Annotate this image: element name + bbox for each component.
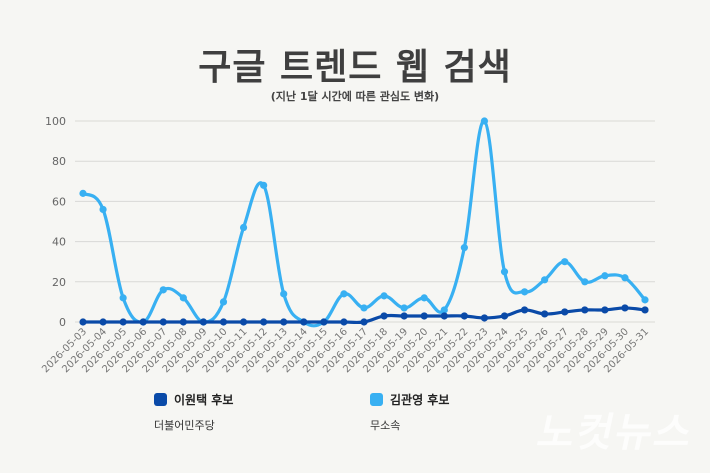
data-point-lee <box>119 318 127 326</box>
data-point-lee <box>199 318 208 326</box>
data-point-kim <box>159 286 167 294</box>
data-point-lee <box>641 306 649 314</box>
data-point-kim <box>601 272 609 280</box>
data-point-lee <box>500 312 509 320</box>
data-point-kim <box>440 306 448 314</box>
legend-party-kim: 무소속 <box>370 419 401 432</box>
data-point-lee <box>99 318 107 326</box>
data-point-kim <box>239 223 248 232</box>
data-point-kim <box>400 304 408 312</box>
data-point-kim <box>621 274 629 282</box>
data-point-lee <box>340 318 348 326</box>
data-point-lee <box>260 318 268 326</box>
data-point-lee <box>239 318 248 326</box>
legend-label-lee: 이원택 후보 <box>174 393 234 407</box>
data-point-kim <box>641 296 649 304</box>
data-point-kim <box>520 288 529 296</box>
chart-subtitle: (지난 1달 시간에 따른 관심도 변화) <box>270 90 440 103</box>
data-point-kim <box>219 298 228 306</box>
data-point-lee <box>541 310 549 318</box>
data-point-lee <box>159 318 167 326</box>
data-point-lee <box>320 318 328 326</box>
data-point-lee <box>219 318 228 326</box>
data-point-lee <box>520 306 529 314</box>
y-tick-label: 0 <box>59 316 66 329</box>
legend-swatch-lee <box>154 393 167 406</box>
legend-item-lee: 이원택 후보 <box>154 391 233 408</box>
data-point-lee <box>400 312 408 320</box>
data-point-kim <box>260 181 268 189</box>
data-point-kim <box>581 278 589 286</box>
data-point-lee <box>601 306 609 314</box>
data-point-kim <box>480 117 489 125</box>
data-point-kim <box>179 294 187 302</box>
legend-swatch-kim <box>370 393 383 406</box>
data-point-lee <box>179 318 187 326</box>
data-point-kim <box>119 294 127 302</box>
data-point-kim <box>460 244 468 252</box>
data-point-kim <box>500 268 509 276</box>
data-point-lee <box>561 308 569 316</box>
data-point-lee <box>300 318 308 326</box>
data-point-lee <box>420 312 428 320</box>
data-point-lee <box>621 304 629 312</box>
series-line-kim <box>82 119 647 328</box>
data-point-kim <box>280 290 288 298</box>
data-point-kim <box>561 258 569 266</box>
data-point-lee <box>460 312 468 320</box>
legend-party-lee: 더불어민주당 <box>154 419 215 432</box>
data-point-kim <box>380 292 388 300</box>
y-tick-label: 20 <box>52 276 66 289</box>
data-point-kim <box>360 304 368 312</box>
data-point-lee <box>280 318 288 326</box>
y-tick-label: 80 <box>52 155 66 168</box>
data-point-lee <box>440 312 448 320</box>
data-point-kim <box>79 189 87 197</box>
data-point-kim <box>340 290 348 298</box>
data-point-kim <box>420 294 428 302</box>
data-point-kim <box>99 205 107 214</box>
legend-item-kim: 김관영 후보 <box>370 391 449 408</box>
data-point-lee <box>139 318 147 326</box>
data-point-lee <box>380 312 388 320</box>
y-tick-label: 100 <box>45 115 66 128</box>
data-point-kim <box>541 276 549 284</box>
data-point-lee <box>79 318 87 326</box>
watermark-logo: 노컷뉴스 <box>533 410 699 456</box>
legend-label-kim: 김관영 후보 <box>390 393 450 407</box>
y-tick-label: 60 <box>52 195 66 208</box>
y-tick-label: 40 <box>52 236 66 249</box>
data-point-lee <box>360 318 368 326</box>
chart-title: 구글 트렌드 웹 검색 <box>198 47 512 88</box>
data-point-lee <box>480 314 489 322</box>
data-point-lee <box>581 306 589 314</box>
